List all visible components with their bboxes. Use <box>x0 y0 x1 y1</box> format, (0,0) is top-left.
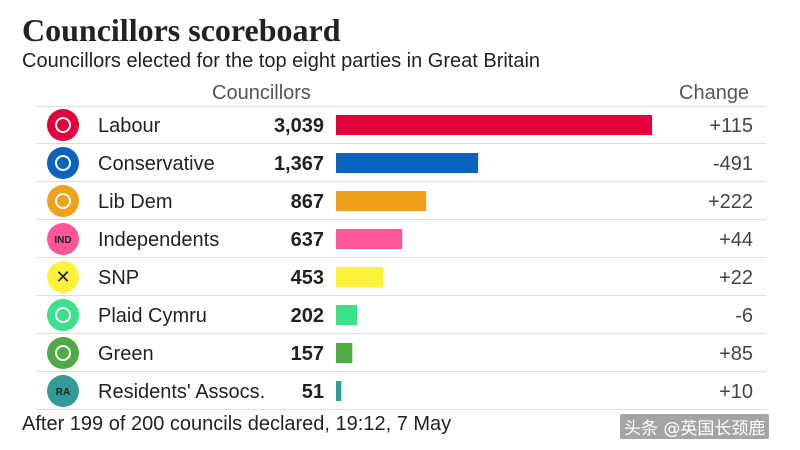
ra-badge-icon <box>47 375 79 407</box>
change-label: +10 <box>719 381 753 403</box>
logo-glyph <box>55 193 71 209</box>
logo-label: RA <box>56 387 70 398</box>
party-row: Conservative 1,367 -491 <box>36 147 766 182</box>
party-row: IND Independents 637 +44 <box>36 223 766 258</box>
logo-label: IND <box>54 235 71 246</box>
councillors-column-header: Councillors <box>212 82 311 104</box>
party-name: Lib Dem <box>98 191 172 213</box>
party-name: Conservative <box>98 153 215 175</box>
value-label: 867 <box>291 191 324 213</box>
change-label: -491 <box>713 153 753 175</box>
party-row: Green 157 +85 <box>36 337 766 372</box>
change-label: +115 <box>709 115 753 137</box>
conservative-tree-icon <box>47 147 79 179</box>
bar <box>336 115 652 135</box>
bar <box>336 305 358 325</box>
snp-symbol-icon <box>47 261 79 293</box>
change-label: +85 <box>719 343 753 365</box>
logo-glyph <box>55 307 71 323</box>
value-label: 1,367 <box>274 153 324 175</box>
party-row: Labour 3,039 +115 <box>36 109 766 144</box>
chart-subtitle: Councillors elected for the top eight pa… <box>22 50 541 72</box>
chart-title: Councillors scoreboard <box>22 12 341 48</box>
value-label: 3,039 <box>274 115 324 137</box>
party-row: RA Residents' Assocs. 51 +10 <box>36 375 766 410</box>
bar <box>336 229 403 249</box>
labour-rose-icon <box>47 109 79 141</box>
value-label: 157 <box>291 343 324 365</box>
party-row: Lib Dem 867 +222 <box>36 185 766 220</box>
party-row: ✕ SNP 453 +22 <box>36 261 766 296</box>
green-tree-icon <box>47 337 79 369</box>
libdem-bird-icon <box>47 185 79 217</box>
value-label: 637 <box>291 229 324 251</box>
plaid-flower-icon <box>47 299 79 331</box>
party-name: Independents <box>98 229 219 251</box>
change-label: +222 <box>708 191 753 213</box>
party-name: Plaid Cymru <box>98 305 207 327</box>
bar <box>336 191 427 211</box>
bar <box>336 381 342 401</box>
change-column-header: Change <box>679 82 750 104</box>
bar <box>336 153 479 173</box>
value-label: 51 <box>302 381 324 403</box>
bar <box>336 267 384 287</box>
logo-glyph <box>55 345 71 361</box>
party-name: SNP <box>98 267 139 289</box>
ind-badge-icon <box>47 223 79 255</box>
logo-glyph <box>55 155 71 171</box>
watermark: 头条 @英国长颈鹿 <box>620 414 770 439</box>
party-name: Residents' Assocs. <box>98 381 265 403</box>
logo-glyph: ✕ <box>55 267 70 287</box>
party-row: Plaid Cymru 202 -6 <box>36 299 766 334</box>
change-label: +44 <box>719 229 753 251</box>
logo-glyph <box>55 117 71 133</box>
change-label: -6 <box>735 305 753 327</box>
councillors-bar-chart: Labour 3,039 +115 Conservative 1,367 -491 Lib … <box>36 106 766 410</box>
footnote: After 199 of 200 councils declared, 19:1… <box>22 413 452 435</box>
value-label: 202 <box>291 305 324 327</box>
party-name: Labour <box>98 115 161 137</box>
party-name: Green <box>98 343 154 365</box>
value-label: 453 <box>291 267 324 289</box>
bar <box>336 343 353 363</box>
change-label: +22 <box>719 267 753 289</box>
